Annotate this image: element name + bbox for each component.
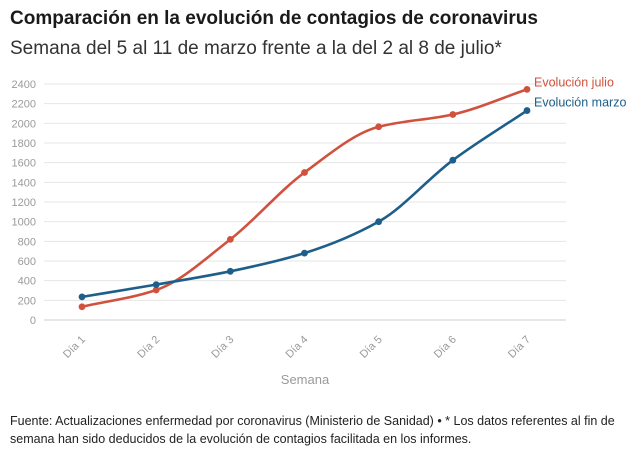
y-tick-label: 1400 <box>12 177 36 189</box>
y-tick-label: 800 <box>18 236 36 248</box>
data-point <box>301 249 308 257</box>
x-tick-label: Día 2 <box>135 334 162 361</box>
data-point <box>523 107 531 114</box>
x-tick-label: Día 7 <box>506 334 533 361</box>
y-tick-label: 2400 <box>12 79 36 91</box>
data-point <box>375 123 383 131</box>
y-tick-label: 400 <box>18 276 36 288</box>
x-tick-label: Día 6 <box>432 334 459 361</box>
y-tick-label: 1000 <box>12 217 36 229</box>
y-tick-label: 0 <box>30 315 36 327</box>
data-point <box>78 293 86 301</box>
legend: Evolución julio Evolución marzo <box>534 75 626 109</box>
data-point <box>152 281 160 288</box>
gridlines <box>44 83 566 321</box>
series-marzo <box>78 107 531 301</box>
footnote: Fuente: Actualizaciones enfermedad por c… <box>10 414 615 446</box>
data-point <box>301 169 308 176</box>
chart-title: Comparación en la evolución de contagios… <box>10 8 538 29</box>
y-tick-label: 1800 <box>12 138 36 150</box>
data-point <box>226 235 234 243</box>
x-tick-label: Día 3 <box>209 334 236 361</box>
data-point <box>152 286 160 294</box>
y-tick-label: 2200 <box>12 99 36 111</box>
series-lines <box>78 86 531 311</box>
data-point <box>78 303 86 311</box>
chart-subtitle: Semana del 5 al 11 de marzo frente a la … <box>10 38 502 59</box>
legend-entry: Evolución julio <box>534 75 614 89</box>
y-tick-label: 2000 <box>12 118 36 130</box>
data-point <box>375 218 383 226</box>
y-tick-label: 200 <box>18 295 36 307</box>
x-tick-label: Día 4 <box>284 334 311 361</box>
series-line <box>80 88 529 309</box>
x-tick-label: Día 1 <box>61 334 88 361</box>
x-tick-label: Día 5 <box>358 334 385 361</box>
legend-entry: Evolución marzo <box>534 96 626 110</box>
x-axis-label: Semana <box>281 372 330 387</box>
y-axis-ticks: 0 200 400 600 800 1000 1200 1400 1600 1800 2000 220… <box>12 79 36 327</box>
data-point <box>523 86 531 93</box>
data-point <box>449 156 457 164</box>
x-axis-ticks: Día 1 Día 2 Día 3 Día 4 Día 5 Día 6 Día 7 <box>61 334 533 361</box>
series-julio <box>78 86 531 311</box>
data-point <box>226 267 234 275</box>
line-chart: 0 200 400 600 800 1000 1200 1400 1600 1800 2000 220… <box>12 75 627 387</box>
y-tick-label: 1200 <box>12 197 36 209</box>
y-tick-label: 600 <box>18 256 36 268</box>
series-line <box>80 109 529 299</box>
data-point <box>449 111 457 118</box>
y-tick-label: 1600 <box>12 158 36 170</box>
